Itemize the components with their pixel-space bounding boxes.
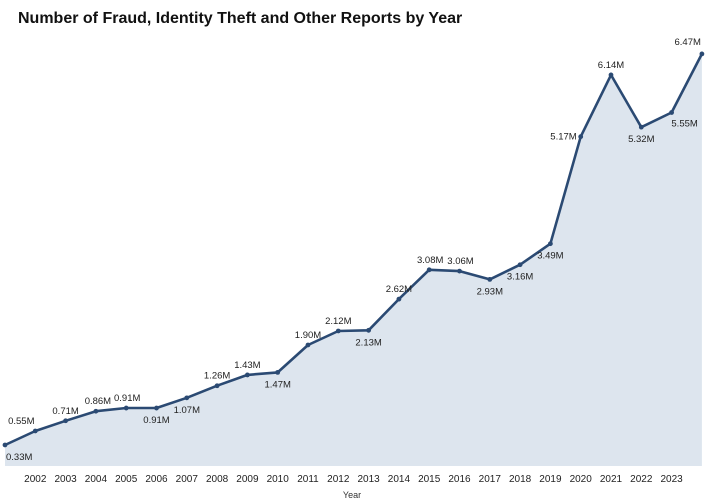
x-tick-2009: 2009 [236,474,259,485]
data-label-2006: 0.91M [143,415,169,426]
data-label-2002: 0.55M [8,416,34,427]
data-label-2013: 2.13M [355,337,381,348]
x-tick-2004: 2004 [85,474,108,485]
data-point-2024[interactable] [699,51,705,57]
x-tick-2008: 2008 [206,474,229,485]
data-point-2007[interactable] [184,395,190,401]
data-label-2018: 3.16M [507,272,533,283]
x-tick-2006: 2006 [145,474,168,485]
x-tick-2014: 2014 [388,474,411,485]
x-tick-2022: 2022 [630,474,653,485]
data-point-2014[interactable] [396,296,402,302]
data-label-2007: 1.07M [174,405,200,416]
x-tick-2005: 2005 [115,474,138,485]
data-point-2012[interactable] [335,328,341,334]
data-label-2014: 2.62M [386,284,412,295]
data-point-2022[interactable] [638,124,644,130]
x-tick-2012: 2012 [327,474,350,485]
data-label-2004: 0.86M [85,396,111,407]
data-point-2021[interactable] [608,72,614,78]
data-label-2024: 6.47M [674,37,700,48]
x-tick-2002: 2002 [24,474,47,485]
x-tick-2020: 2020 [570,474,593,485]
data-point-2005[interactable] [123,405,129,411]
area-fill [5,53,702,467]
data-label-2011: 1.90M [295,330,321,341]
x-tick-2011: 2011 [297,474,319,485]
x-tick-2010: 2010 [267,474,290,485]
data-point-2001[interactable] [2,442,8,448]
x-tick-2023: 2023 [660,474,683,485]
data-point-2015[interactable] [426,267,432,273]
data-label-2020: 5.17M [550,132,576,143]
data-label-2010: 1.47M [264,379,290,390]
data-label-2003: 0.71M [52,406,78,417]
data-label-2015: 3.08M [417,255,443,266]
data-label-2021: 6.14M [598,60,624,71]
x-tick-2017: 2017 [479,474,502,485]
data-label-2016: 3.06M [447,256,473,267]
x-tick-2021: 2021 [600,474,623,485]
x-axis-label: Year [343,490,361,500]
data-point-2016[interactable] [457,268,462,274]
data-label-2005: 0.91M [114,393,140,404]
data-label-2001: 0.33M [6,452,32,463]
data-point-2010[interactable] [275,369,281,375]
x-tick-2007: 2007 [176,474,199,485]
data-point-2017[interactable] [487,276,493,282]
x-tick-2019: 2019 [539,474,562,485]
data-point-2019[interactable] [548,241,553,247]
data-point-2003[interactable] [63,418,68,424]
data-point-2011[interactable] [305,342,311,348]
data-point-2023[interactable] [669,110,674,115]
data-point-2009[interactable] [245,372,250,378]
data-label-2022: 5.32M [628,134,654,145]
data-label-2019: 3.49M [537,251,563,262]
chart-title: Number of Fraud, Identity Theft and Othe… [18,10,463,27]
x-tick-2003: 2003 [54,474,77,485]
data-label-2017: 2.93M [477,286,503,297]
data-label-2008: 1.26M [204,371,230,382]
data-point-2008[interactable] [214,383,220,389]
series-line [4,53,704,447]
data-label-2023: 5.55M [671,119,697,130]
data-point-2004[interactable] [93,408,99,414]
data-point-2020[interactable] [578,134,584,140]
data-point-2018[interactable] [517,262,523,268]
data-point-2006[interactable] [154,405,159,411]
data-point-2002[interactable] [32,428,38,434]
data-point-2013[interactable] [366,327,371,333]
x-tick-2015: 2015 [418,474,441,485]
x-tick-2016: 2016 [448,474,471,485]
data-label-2009: 1.43M [234,360,260,371]
x-tick-2018: 2018 [509,474,532,485]
data-label-2012: 2.12M [325,316,351,327]
x-tick-2013: 2013 [357,474,380,485]
